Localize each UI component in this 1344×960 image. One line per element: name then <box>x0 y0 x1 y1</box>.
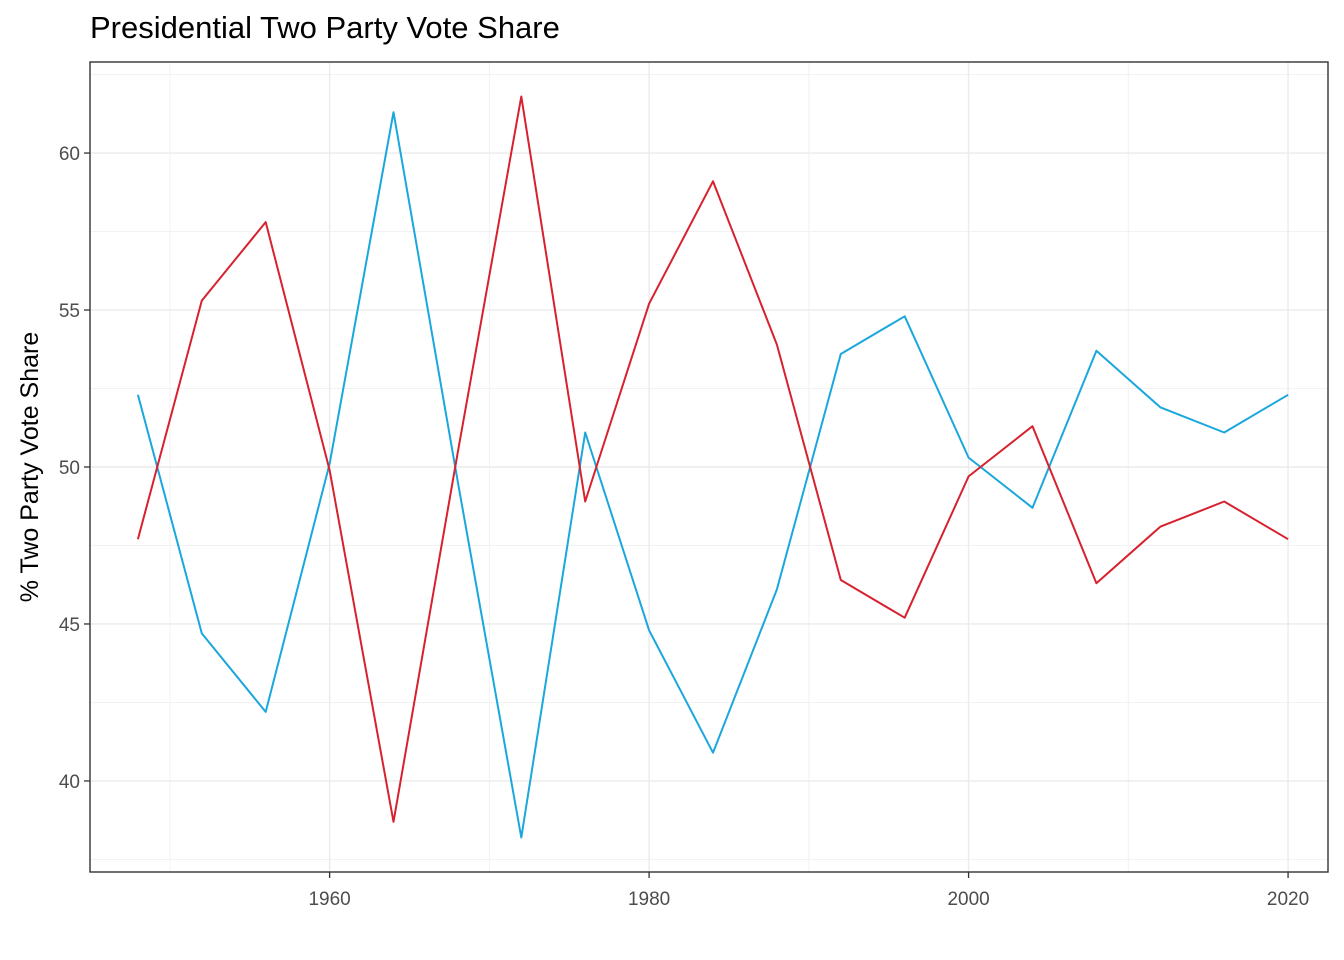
x-tick-label: 1960 <box>308 889 350 910</box>
x-tick-label: 2020 <box>1267 889 1309 910</box>
chart-title: Presidential Two Party Vote Share <box>90 10 560 45</box>
series-line-1 <box>136 111 1289 839</box>
series-lines <box>136 95 1289 839</box>
series-line-2 <box>136 95 1289 823</box>
y-tick-label: 45 <box>59 615 80 636</box>
x-axis: 1960 1980 2000 2020 <box>308 872 1309 910</box>
y-tick-label: 60 <box>59 144 80 165</box>
y-tick-label: 40 <box>59 772 80 793</box>
y-tick-label: 50 <box>59 458 80 479</box>
x-tick-label: 1980 <box>628 889 670 910</box>
y-axis-title: % Two Party Vote Share <box>16 332 44 603</box>
y-axis: 40 45 50 55 60 <box>59 144 90 793</box>
x-tick-label: 2000 <box>947 889 989 910</box>
y-tick-label: 55 <box>59 301 80 322</box>
major-gridlines <box>90 62 1328 872</box>
